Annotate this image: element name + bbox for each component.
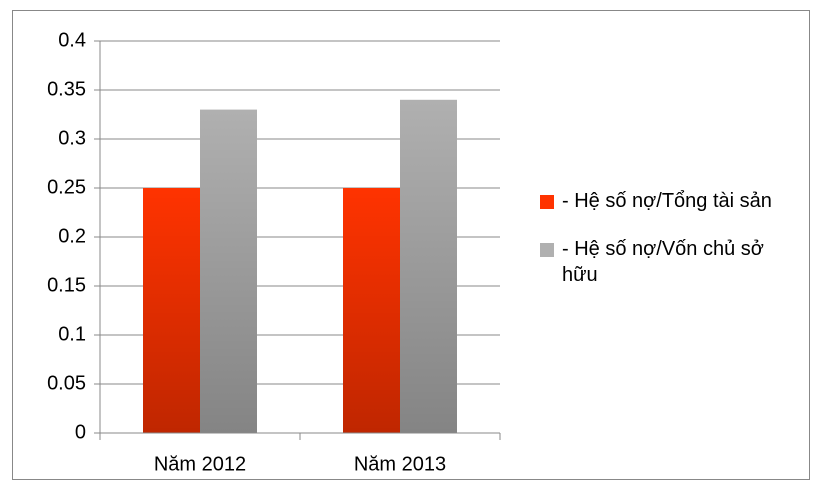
legend-swatch xyxy=(540,195,554,209)
y-tick-label: 0 xyxy=(75,421,86,443)
bar-shade xyxy=(343,188,400,433)
legend-label: - Hệ số nợ/Vốn chủ sở hữu xyxy=(562,238,764,286)
y-tick-label: 0.05 xyxy=(47,372,86,394)
legend-swatch xyxy=(540,243,554,257)
legend: - Hệ số nợ/Tổng tài sản - Hệ số nợ/Vốn ch… xyxy=(540,188,790,310)
legend-label: - Hệ số nợ/Tổng tài sản xyxy=(562,190,772,212)
y-tick-label: 0.3 xyxy=(58,127,86,149)
chart-border xyxy=(12,10,810,480)
y-tick-label: 0.25 xyxy=(47,176,86,198)
legend-item: - Hệ số nợ/Tổng tài sản xyxy=(540,188,790,214)
legend-item: - Hệ số nợ/Vốn chủ sở hữu xyxy=(540,236,790,288)
bar-shade xyxy=(200,109,257,433)
x-tick-label: Năm 2013 xyxy=(354,453,446,475)
y-tick-label: 0.1 xyxy=(58,323,86,345)
y-tick-label: 0.2 xyxy=(58,225,86,247)
y-tick-label: 0.35 xyxy=(47,78,86,100)
y-tick-label: 0.15 xyxy=(47,274,86,296)
y-tick-label: 0.4 xyxy=(58,29,86,51)
bar-shade xyxy=(400,99,457,434)
x-tick-label: Năm 2012 xyxy=(154,453,246,475)
bar-shade xyxy=(143,188,200,433)
